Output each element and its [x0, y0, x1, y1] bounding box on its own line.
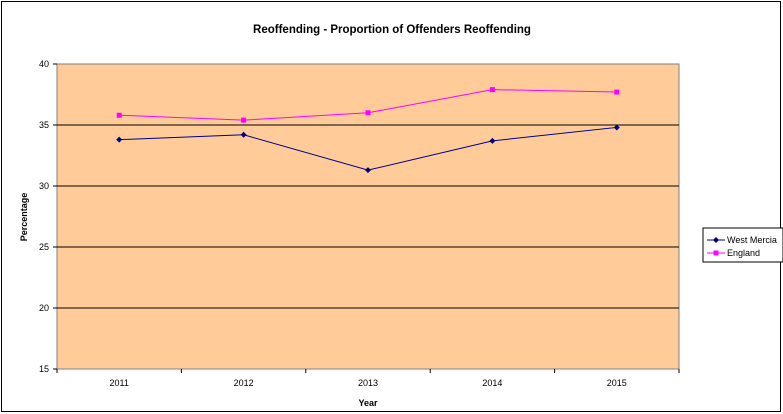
- y-tick-label: 20: [39, 303, 49, 313]
- y-tick-label: 25: [39, 242, 49, 252]
- x-tick-label: 2015: [607, 378, 627, 388]
- x-tick-label: 2012: [234, 378, 254, 388]
- legend-marker-england: [713, 250, 719, 256]
- y-tick-label: 30: [39, 181, 49, 191]
- data-point-west-mercia: [365, 167, 371, 174]
- data-point-west-mercia: [116, 136, 123, 143]
- chart-title: Reoffending - Proportion of Offenders Re…: [253, 24, 531, 36]
- y-axis-title: Percentage: [19, 193, 29, 242]
- series-england: [116, 87, 620, 123]
- x-axis-title: Year: [358, 398, 378, 408]
- legend-label-england: England: [727, 248, 760, 258]
- data-point-england: [241, 117, 247, 123]
- data-point-west-mercia: [613, 124, 620, 131]
- data-point-england: [489, 87, 495, 93]
- data-point-england: [614, 89, 620, 95]
- data-point-england: [365, 110, 371, 116]
- data-point-england: [116, 112, 122, 118]
- y-axis-ticks: 15 20 25 30 35 40: [39, 59, 57, 374]
- x-tick-label: 2013: [358, 378, 378, 388]
- x-tick-label: 2011: [110, 378, 129, 388]
- x-tick-label: 2014: [482, 378, 502, 388]
- legend: West Mercia England: [702, 227, 783, 263]
- y-tick-label: 15: [39, 364, 49, 374]
- series-layer: [116, 87, 620, 174]
- legend-label-west-mercia: West Mercia: [727, 235, 777, 245]
- legend-marker-west-mercia: [713, 237, 719, 243]
- series-west-mercia: [116, 124, 620, 174]
- gridlines: [57, 124, 679, 309]
- plot-area: [56, 63, 680, 370]
- y-tick-label: 35: [39, 120, 49, 130]
- data-point-west-mercia: [240, 131, 247, 138]
- x-axis-ticks: 2011 2012 2013 2014 2015: [56, 369, 680, 388]
- legend-box: [702, 227, 783, 263]
- y-tick-label: 40: [39, 59, 49, 69]
- data-point-west-mercia: [489, 137, 496, 144]
